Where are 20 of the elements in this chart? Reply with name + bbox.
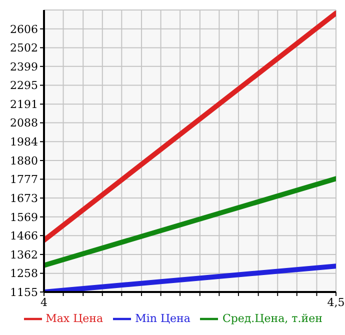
y-tick-label: 2502 xyxy=(10,42,38,55)
y-tick-label: 1155 xyxy=(10,286,38,299)
y-tick-label: 2191 xyxy=(10,98,38,112)
legend-label: Max Цена xyxy=(46,312,104,325)
y-tick-label: 1673 xyxy=(10,192,38,205)
legend-label: Min Цена xyxy=(135,312,190,325)
y-tick-label: 2606 xyxy=(10,22,38,36)
y-tick-label: 1777 xyxy=(10,173,38,186)
y-tick-label: 2399 xyxy=(10,60,38,74)
legend-label: Сред.Цена, т.йен xyxy=(222,312,322,325)
y-tick-label: 2295 xyxy=(10,79,38,92)
y-tick-label: 2088 xyxy=(10,116,38,130)
y-tick-label: 1466 xyxy=(10,230,38,243)
y-tick-label: 1569 xyxy=(10,210,38,224)
y-tick-label: 1984 xyxy=(10,136,38,149)
y-tick-label: 1880 xyxy=(10,154,38,168)
x-tick-label: 4 xyxy=(40,296,48,309)
y-tick-label: 1258 xyxy=(10,267,38,280)
y-tick-label: 1362 xyxy=(10,248,38,262)
x-tick-label: 4,5 xyxy=(327,296,345,309)
